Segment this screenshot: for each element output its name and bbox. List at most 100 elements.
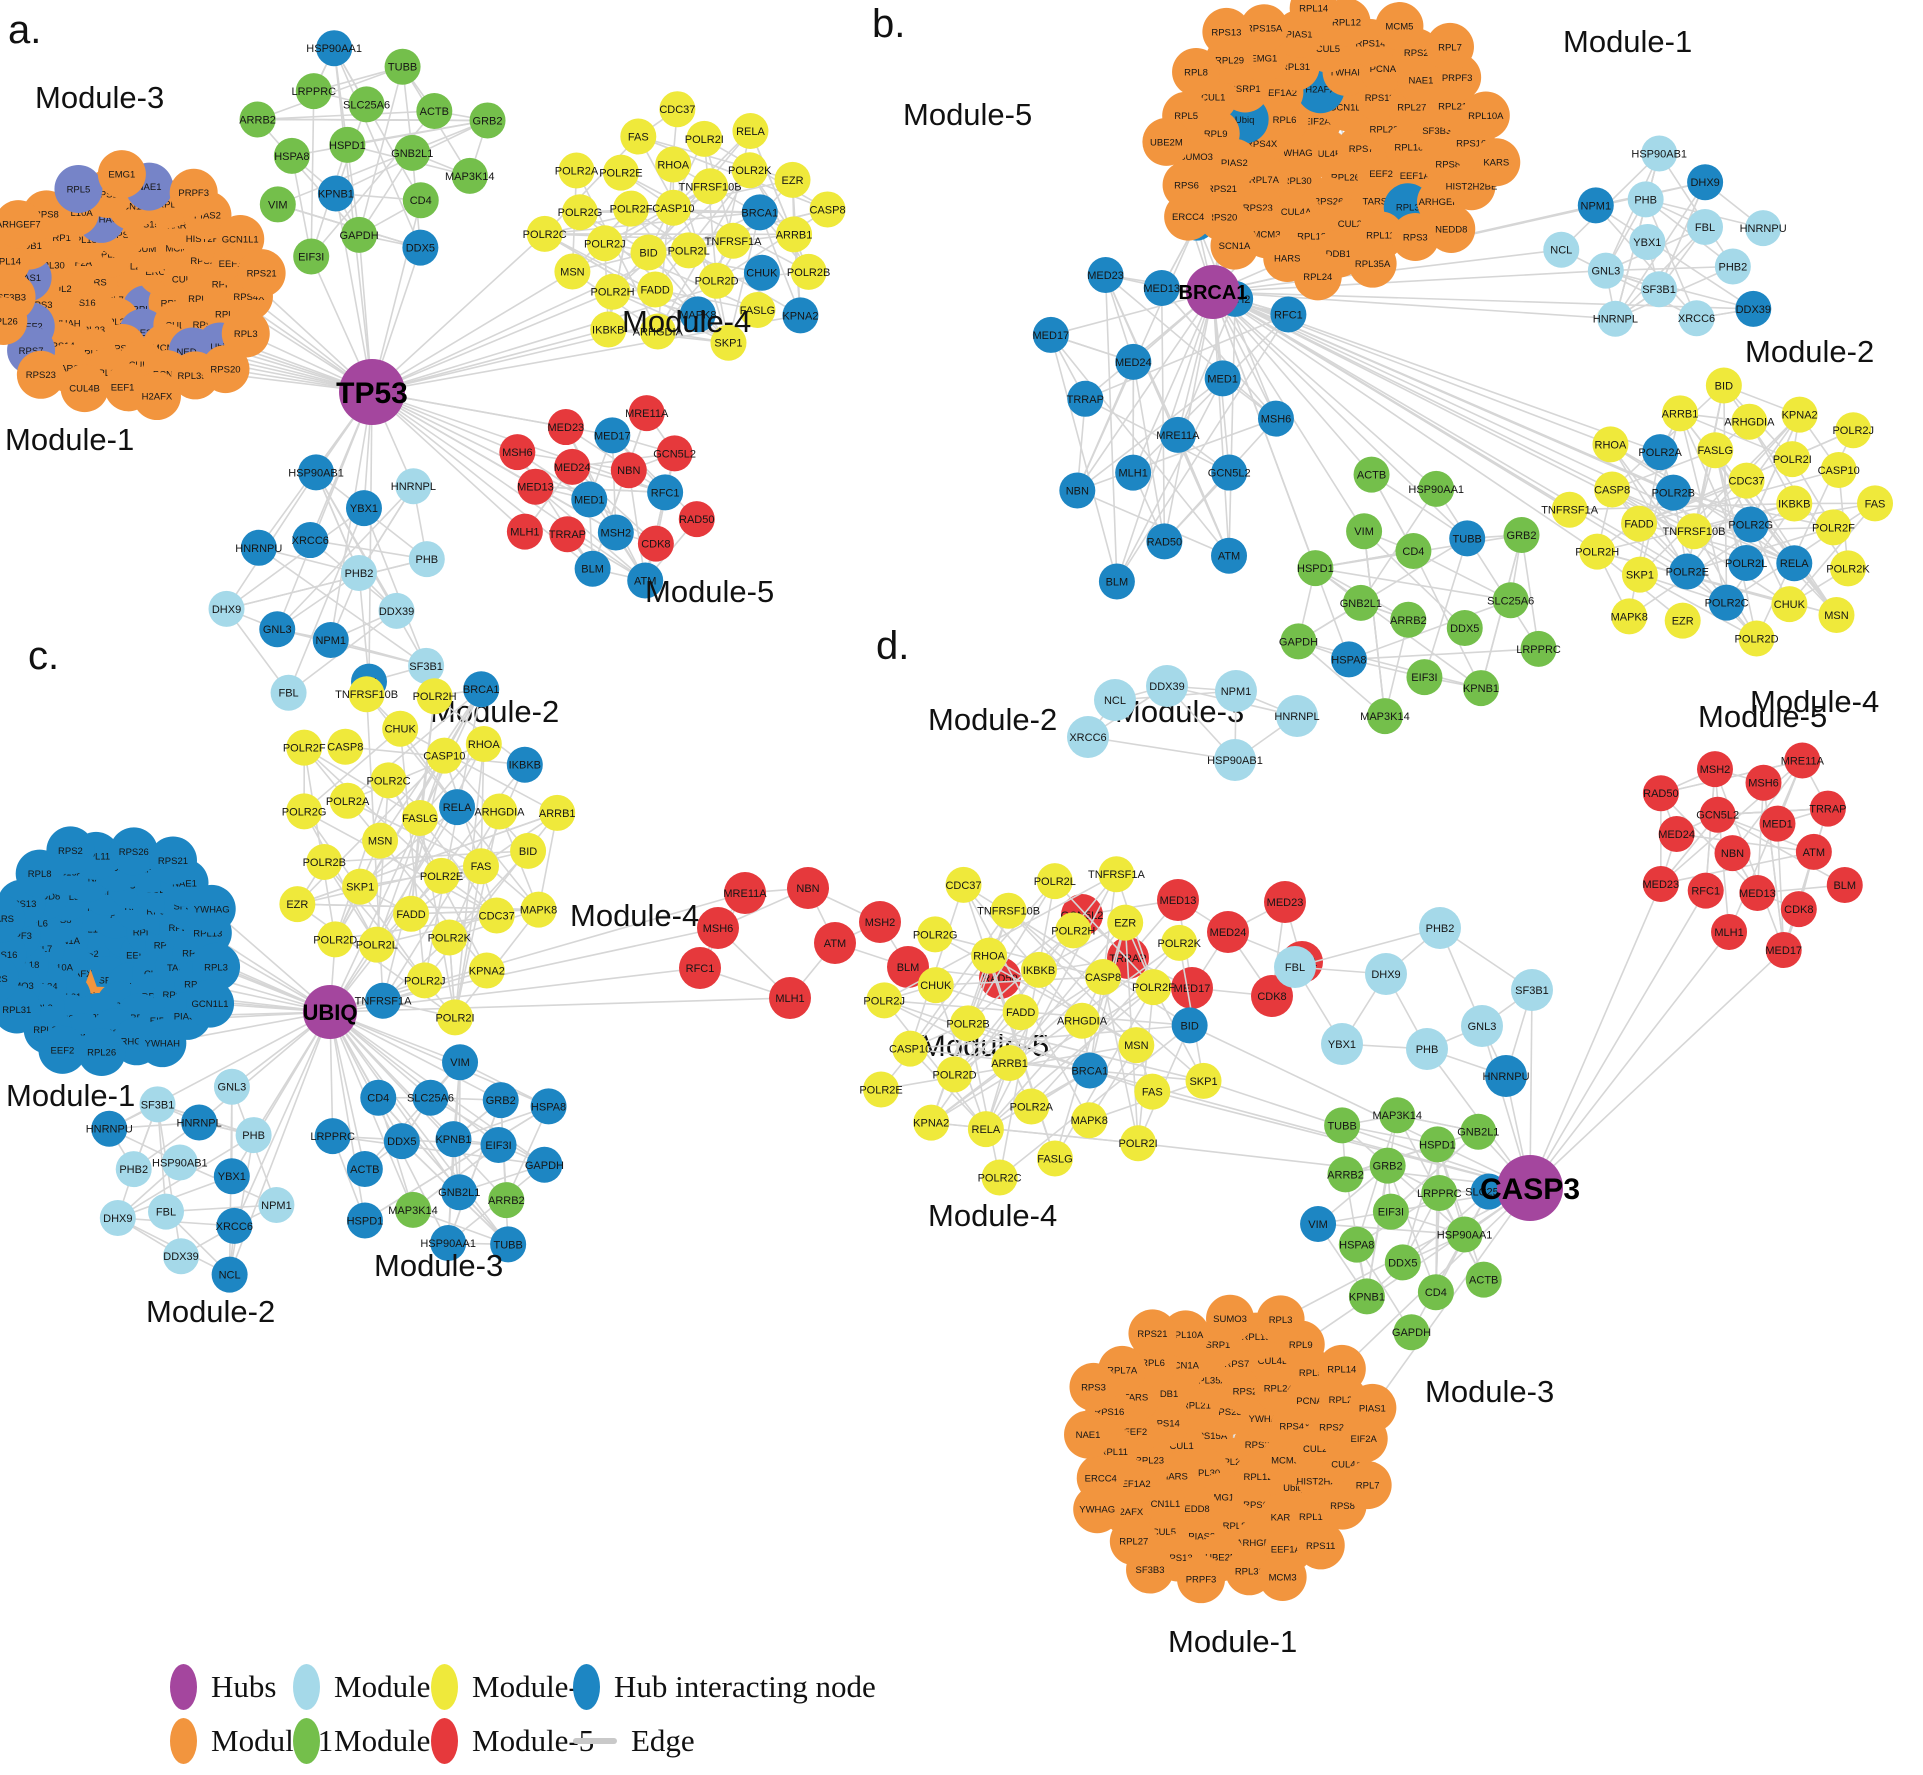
node-HSP90AA1[interactable]: [316, 30, 353, 67]
node-GRB2[interactable]: [469, 102, 506, 139]
node-ARRB2[interactable]: [1390, 601, 1427, 638]
node-RAD50[interactable]: [1146, 523, 1183, 560]
node-VIM[interactable]: [259, 186, 296, 223]
node-KPNB1[interactable]: [317, 175, 354, 212]
node-DDX5[interactable]: [1384, 1244, 1421, 1281]
node-CASP8[interactable]: [327, 728, 364, 765]
node-POLR2G[interactable]: [286, 793, 323, 830]
node-ARHGDIA[interactable]: [481, 793, 518, 830]
node-FBL[interactable]: [1274, 946, 1316, 988]
node-POLR2J[interactable]: [866, 982, 903, 1019]
node-BRCA1[interactable]: [463, 671, 500, 708]
node-MSN[interactable]: [1818, 596, 1855, 633]
node-POLR2B[interactable]: [950, 1005, 987, 1042]
node-POLR2C[interactable]: [370, 762, 407, 799]
node-POLR2D[interactable]: [936, 1056, 973, 1093]
node-MED17[interactable]: [1765, 932, 1802, 969]
node-GNB2L1[interactable]: [394, 134, 431, 171]
node-NPM1[interactable]: [1215, 670, 1257, 712]
node-KPNB1[interactable]: [435, 1121, 472, 1158]
hub-node-UBIQ[interactable]: [303, 985, 357, 1039]
node-POLR2J[interactable]: [586, 225, 623, 262]
node-BLM[interactable]: [574, 550, 611, 587]
node-HNRNPL[interactable]: [1597, 300, 1634, 337]
node-EIF3I[interactable]: [293, 238, 330, 275]
node-TNFRSF1A[interactable]: [1098, 856, 1135, 893]
node-FASLG[interactable]: [1697, 432, 1734, 469]
node-ACTB[interactable]: [1353, 456, 1390, 493]
node-POLR2K[interactable]: [1161, 924, 1198, 961]
node-CDC37[interactable]: [478, 897, 515, 934]
node-RPL14[interactable]: [1317, 1344, 1366, 1393]
node-MSH6[interactable]: [697, 907, 739, 949]
node-CDK8[interactable]: [1251, 975, 1293, 1017]
node-YWHAG[interactable]: [1073, 1485, 1122, 1534]
node-ATM[interactable]: [1795, 833, 1832, 870]
node-MED24[interactable]: [1207, 911, 1249, 953]
node-RPL7[interactable]: [1425, 22, 1474, 71]
node-YBX1[interactable]: [213, 1158, 250, 1195]
node-HSP90AA1[interactable]: [430, 1225, 467, 1262]
node-CASP10[interactable]: [426, 737, 463, 774]
node-FASLG[interactable]: [1036, 1140, 1073, 1177]
node-DHX9[interactable]: [99, 1199, 136, 1236]
node-KPNA2[interactable]: [913, 1104, 950, 1141]
node-GNB2L1[interactable]: [1342, 584, 1379, 621]
node-HNRNPL[interactable]: [181, 1104, 218, 1141]
node-EEF2[interactable]: [38, 1025, 87, 1074]
node-YBX1[interactable]: [345, 490, 382, 527]
node-HSP90AB1[interactable]: [1641, 135, 1678, 172]
node-IKBKB[interactable]: [506, 746, 543, 783]
node-EZR[interactable]: [1107, 904, 1144, 941]
node-HSPD1[interactable]: [329, 126, 366, 163]
node-MRE11A[interactable]: [1159, 416, 1196, 453]
node-HSPA8[interactable]: [273, 137, 310, 174]
node-RPS21[interactable]: [237, 249, 286, 298]
node-NCL[interactable]: [211, 1256, 248, 1293]
node-POLR2I[interactable]: [1774, 441, 1811, 478]
node-MAP3K14[interactable]: [451, 157, 488, 194]
node-RELA[interactable]: [1776, 545, 1813, 582]
node-VIM[interactable]: [442, 1044, 479, 1081]
node-VIM[interactable]: [1300, 1205, 1337, 1242]
node-RPL3[interactable]: [221, 309, 270, 358]
node-PRPF3[interactable]: [1177, 1555, 1226, 1604]
node-HSP90AA1[interactable]: [1446, 1216, 1483, 1253]
node-MAPK8[interactable]: [520, 891, 557, 928]
node-ERCC4[interactable]: [1164, 192, 1213, 241]
node-HNRNPU[interactable]: [1745, 210, 1782, 247]
node-NPM1[interactable]: [1577, 187, 1614, 224]
node-GNL3[interactable]: [1587, 252, 1624, 289]
node-NCL[interactable]: [1094, 679, 1136, 721]
node-CASP8[interactable]: [1085, 958, 1122, 995]
node-LRPPRC[interactable]: [1520, 630, 1557, 667]
node-NBN[interactable]: [787, 867, 829, 909]
node-KPNB1[interactable]: [1348, 1278, 1385, 1315]
node-MRE11A[interactable]: [628, 395, 665, 432]
node-SKP1[interactable]: [342, 868, 379, 905]
node-TNFRSF10B[interactable]: [1675, 513, 1712, 550]
node-POLR2F[interactable]: [1135, 969, 1172, 1006]
node-MSH6[interactable]: [1257, 400, 1294, 437]
node-RPL35A[interactable]: [1348, 239, 1397, 288]
node-RHOA[interactable]: [655, 146, 692, 183]
node-YWHAG[interactable]: [187, 884, 236, 933]
hub-node-BRCA1[interactable]: [1186, 265, 1240, 319]
node-Ubiq-star[interactable]: [65, 969, 116, 1017]
node-GRB2[interactable]: [482, 1082, 519, 1119]
node-LRPPRC[interactable]: [295, 73, 332, 110]
node-HNRNPU[interactable]: [240, 529, 277, 566]
node-ARHGDIA[interactable]: [1731, 403, 1768, 440]
node-POLR2H[interactable]: [594, 273, 631, 310]
node-POLR2B[interactable]: [790, 253, 827, 290]
node-MAP3K14[interactable]: [395, 1191, 432, 1228]
node-MED24[interactable]: [1658, 815, 1695, 852]
node-EIF3I[interactable]: [1372, 1193, 1409, 1230]
node-BID[interactable]: [630, 234, 667, 271]
node-TNFRSF10B[interactable]: [990, 892, 1027, 929]
node-SF3B1[interactable]: [1511, 969, 1553, 1011]
node-GNL3[interactable]: [1461, 1005, 1503, 1047]
node-ATM[interactable]: [627, 562, 664, 599]
node-MED13[interactable]: [517, 468, 554, 505]
node-TUBB[interactable]: [1449, 520, 1486, 557]
